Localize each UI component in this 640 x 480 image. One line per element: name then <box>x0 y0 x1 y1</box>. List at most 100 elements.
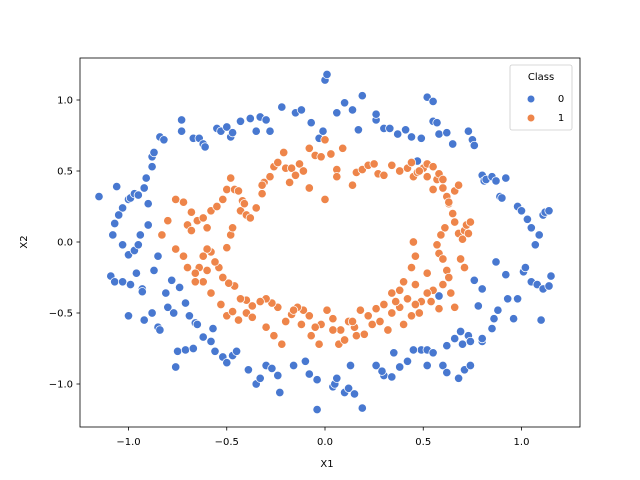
data-point-class-1 <box>190 277 200 287</box>
legend-marker-class-0 <box>527 95 535 103</box>
data-point-class-1 <box>367 319 377 329</box>
data-point-class-0 <box>432 118 442 128</box>
data-point-class-0 <box>222 122 232 132</box>
data-point-class-1 <box>402 294 413 304</box>
data-point-class-0 <box>387 372 397 382</box>
data-point-class-1 <box>235 294 246 304</box>
data-point-class-1 <box>438 254 448 264</box>
data-point-class-0 <box>251 126 261 136</box>
data-point-class-1 <box>190 268 200 278</box>
data-point-class-0 <box>438 360 448 371</box>
data-point-class-0 <box>465 336 475 346</box>
data-point-class-1 <box>239 199 249 209</box>
data-point-class-0 <box>377 366 387 376</box>
data-point-class-1 <box>351 331 361 341</box>
data-point-class-1 <box>444 197 454 207</box>
data-point-class-0 <box>428 348 438 358</box>
data-point-class-1 <box>359 329 369 339</box>
data-point-class-0 <box>536 315 546 325</box>
data-point-class-0 <box>318 126 328 136</box>
data-point-class-1 <box>182 263 193 273</box>
data-point-class-0 <box>177 115 187 125</box>
data-point-class-1 <box>210 257 220 267</box>
data-point-class-0 <box>243 365 253 375</box>
data-point-class-0 <box>208 324 218 334</box>
data-point-class-1 <box>450 217 460 227</box>
data-point-class-0 <box>353 125 363 135</box>
data-point-class-0 <box>273 370 283 381</box>
data-point-class-0 <box>465 360 475 371</box>
data-point-class-1 <box>306 331 316 341</box>
data-point-class-1 <box>228 307 238 317</box>
data-point-class-1 <box>157 230 167 240</box>
data-point-class-0 <box>332 373 342 383</box>
data-point-class-0 <box>159 135 169 145</box>
data-point-class-0 <box>232 346 242 356</box>
data-point-class-0 <box>289 360 299 371</box>
data-point-class-0 <box>255 373 265 383</box>
data-point-class-0 <box>389 348 399 358</box>
data-point-class-1 <box>222 243 232 253</box>
data-point-class-0 <box>296 105 306 115</box>
data-point-class-0 <box>300 356 310 366</box>
data-point-class-0 <box>357 403 367 413</box>
data-point-class-0 <box>422 360 432 371</box>
data-point-class-0 <box>491 257 501 267</box>
data-point-class-1 <box>198 213 208 223</box>
data-point-class-1 <box>379 170 389 180</box>
data-point-class-1 <box>340 335 350 345</box>
data-point-class-1 <box>336 325 346 335</box>
data-point-class-0 <box>501 173 511 183</box>
data-point-class-1 <box>422 172 432 182</box>
data-point-class-0 <box>149 147 159 158</box>
data-point-class-1 <box>399 277 409 287</box>
data-point-class-1 <box>457 234 468 244</box>
data-point-class-1 <box>289 305 299 315</box>
scatter-points <box>94 69 556 415</box>
data-point-class-1 <box>338 143 348 153</box>
data-point-class-0 <box>442 368 452 378</box>
data-point-class-1 <box>448 209 458 219</box>
data-point-class-0 <box>94 192 104 202</box>
y-tick-label: −0.5 <box>49 309 73 320</box>
data-point-class-1 <box>410 299 420 310</box>
data-point-class-1 <box>290 170 301 180</box>
data-point-class-1 <box>265 172 275 182</box>
data-point-class-0 <box>516 206 527 216</box>
data-point-class-1 <box>406 263 417 273</box>
y-axis: −1.0 −0.5 0.0 0.5 1.0 <box>49 96 80 391</box>
data-point-class-0 <box>139 183 149 193</box>
data-point-class-1 <box>247 312 257 322</box>
data-point-class-1 <box>186 226 196 236</box>
x-tick-label: 0.5 <box>415 437 431 448</box>
data-point-class-0 <box>169 308 179 318</box>
data-point-class-0 <box>235 116 246 126</box>
data-point-class-1 <box>395 166 405 176</box>
data-point-class-1 <box>406 157 417 168</box>
data-point-class-1 <box>222 184 232 195</box>
data-point-class-0 <box>277 102 287 112</box>
data-point-class-1 <box>355 305 365 315</box>
data-point-class-0 <box>110 218 120 229</box>
data-point-class-0 <box>304 369 314 379</box>
data-point-class-1 <box>414 308 424 318</box>
data-point-class-0 <box>393 129 403 139</box>
x-axis-label: X1 <box>320 459 333 470</box>
data-point-class-0 <box>544 206 554 216</box>
data-point-class-0 <box>206 336 216 346</box>
x-tick-label: −1.0 <box>116 437 140 448</box>
data-point-class-0 <box>526 223 536 233</box>
data-point-class-1 <box>277 339 287 349</box>
data-point-class-0 <box>345 360 356 371</box>
data-point-class-0 <box>456 326 466 337</box>
data-point-class-1 <box>212 201 222 212</box>
data-point-class-1 <box>422 268 432 278</box>
data-point-class-0 <box>469 275 479 285</box>
data-point-class-1 <box>279 147 289 158</box>
data-point-class-0 <box>261 115 271 125</box>
y-tick-label: 0.5 <box>57 167 73 178</box>
y-axis-label: X2 <box>19 235 30 248</box>
data-point-class-0 <box>477 284 487 294</box>
data-point-class-0 <box>171 362 181 372</box>
